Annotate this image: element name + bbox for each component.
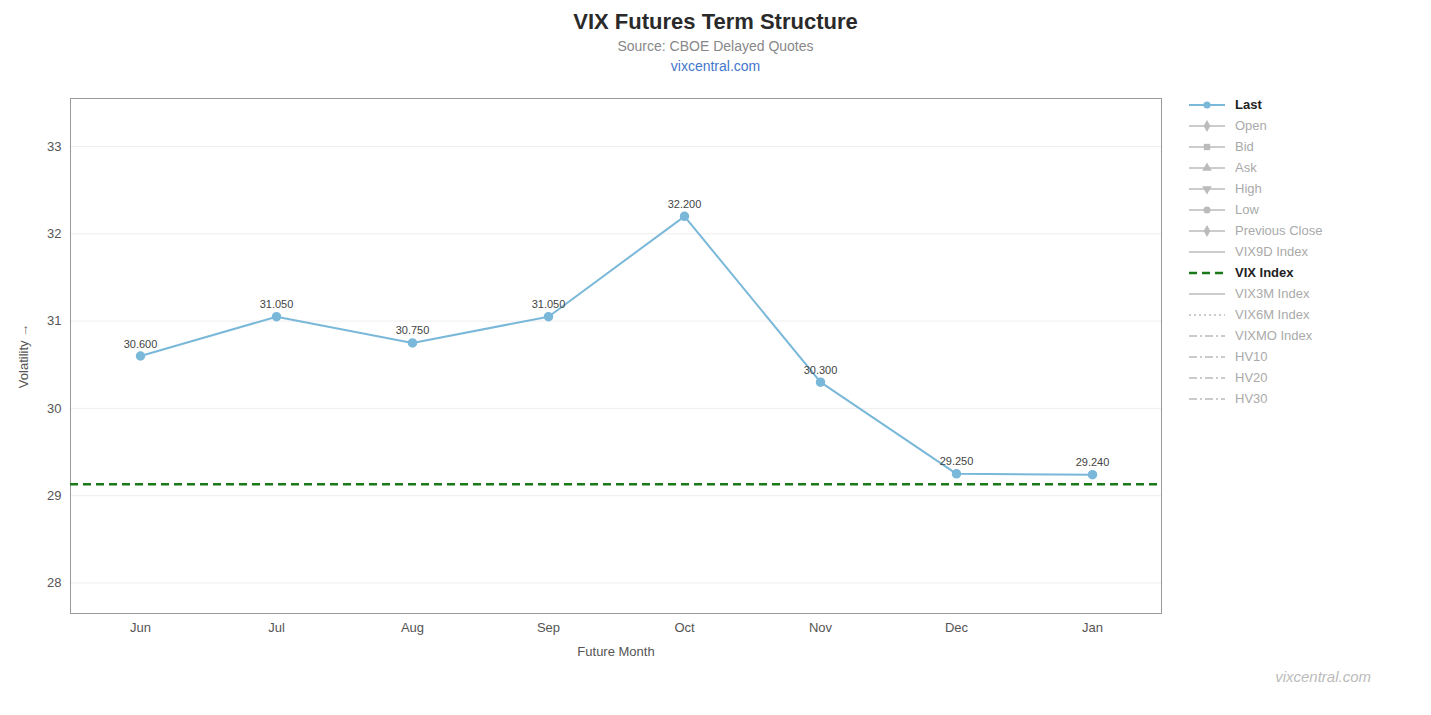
html-text:vixcentral.com: vixcentral.com <box>670 58 761 74</box>
svg-text:Sep: Sep <box>537 620 560 635</box>
html-text:Source: CBOE Delayed Quotes: Source: CBOE Delayed Quotes <box>617 38 814 54</box>
html-text:VIX9D Index: VIX9D Index <box>1235 244 1308 259</box>
svg-text:29.250: 29.250 <box>940 455 974 467</box>
html-text:HV20: HV20 <box>1235 370 1268 385</box>
svg-text:Jan: Jan <box>1082 620 1103 635</box>
svg-text:32.200: 32.200 <box>668 198 702 210</box>
html-text:VIX Futures Term Structure: VIX Futures Term Structure <box>573 9 858 34</box>
svg-text:30.600: 30.600 <box>124 338 158 350</box>
html-text:HV10: HV10 <box>1235 349 1268 364</box>
html-text:Last: Last <box>1235 97 1262 112</box>
svg-text:Nov: Nov <box>809 620 833 635</box>
svg-text:28: 28 <box>47 575 61 590</box>
html-text:Ask: Ask <box>1235 160 1257 175</box>
svg-text:Volatility →: Volatility → <box>16 324 31 388</box>
svg-text:29.240: 29.240 <box>1076 456 1110 468</box>
svg-text:31.050: 31.050 <box>260 298 294 310</box>
svg-text:30.300: 30.300 <box>804 364 838 376</box>
svg-text:32: 32 <box>47 226 61 241</box>
svg-text:31: 31 <box>47 313 61 328</box>
html-text:Bid: Bid <box>1235 139 1254 154</box>
svg-text:Oct: Oct <box>674 620 695 635</box>
html-text:VIX Index: VIX Index <box>1235 265 1294 280</box>
html-text:VIX3M Index: VIX3M Index <box>1235 286 1310 301</box>
html-text:Previous Close: Previous Close <box>1235 223 1323 238</box>
html-text:Low: Low <box>1235 202 1259 217</box>
svg-text:Future Month: Future Month <box>577 644 654 659</box>
html-text:vixcentral.com: vixcentral.com <box>1275 668 1371 685</box>
svg-text:30: 30 <box>47 401 61 416</box>
svg-text:Aug: Aug <box>401 620 424 635</box>
svg-text:33: 33 <box>47 139 61 154</box>
html-text:VIXMO Index: VIXMO Index <box>1235 328 1313 343</box>
svg-text:Jul: Jul <box>268 620 285 635</box>
svg-text:29: 29 <box>47 488 61 503</box>
svg-text:30.750: 30.750 <box>396 324 430 336</box>
html-text:VIX6M Index: VIX6M Index <box>1235 307 1310 322</box>
svg-text:Jun: Jun <box>130 620 151 635</box>
html-text:Open: Open <box>1235 118 1267 133</box>
svg-text:31.050: 31.050 <box>532 298 566 310</box>
html-text:HV30: HV30 <box>1235 391 1268 406</box>
svg-text:Dec: Dec <box>945 620 969 635</box>
html-text:High: High <box>1235 181 1262 196</box>
